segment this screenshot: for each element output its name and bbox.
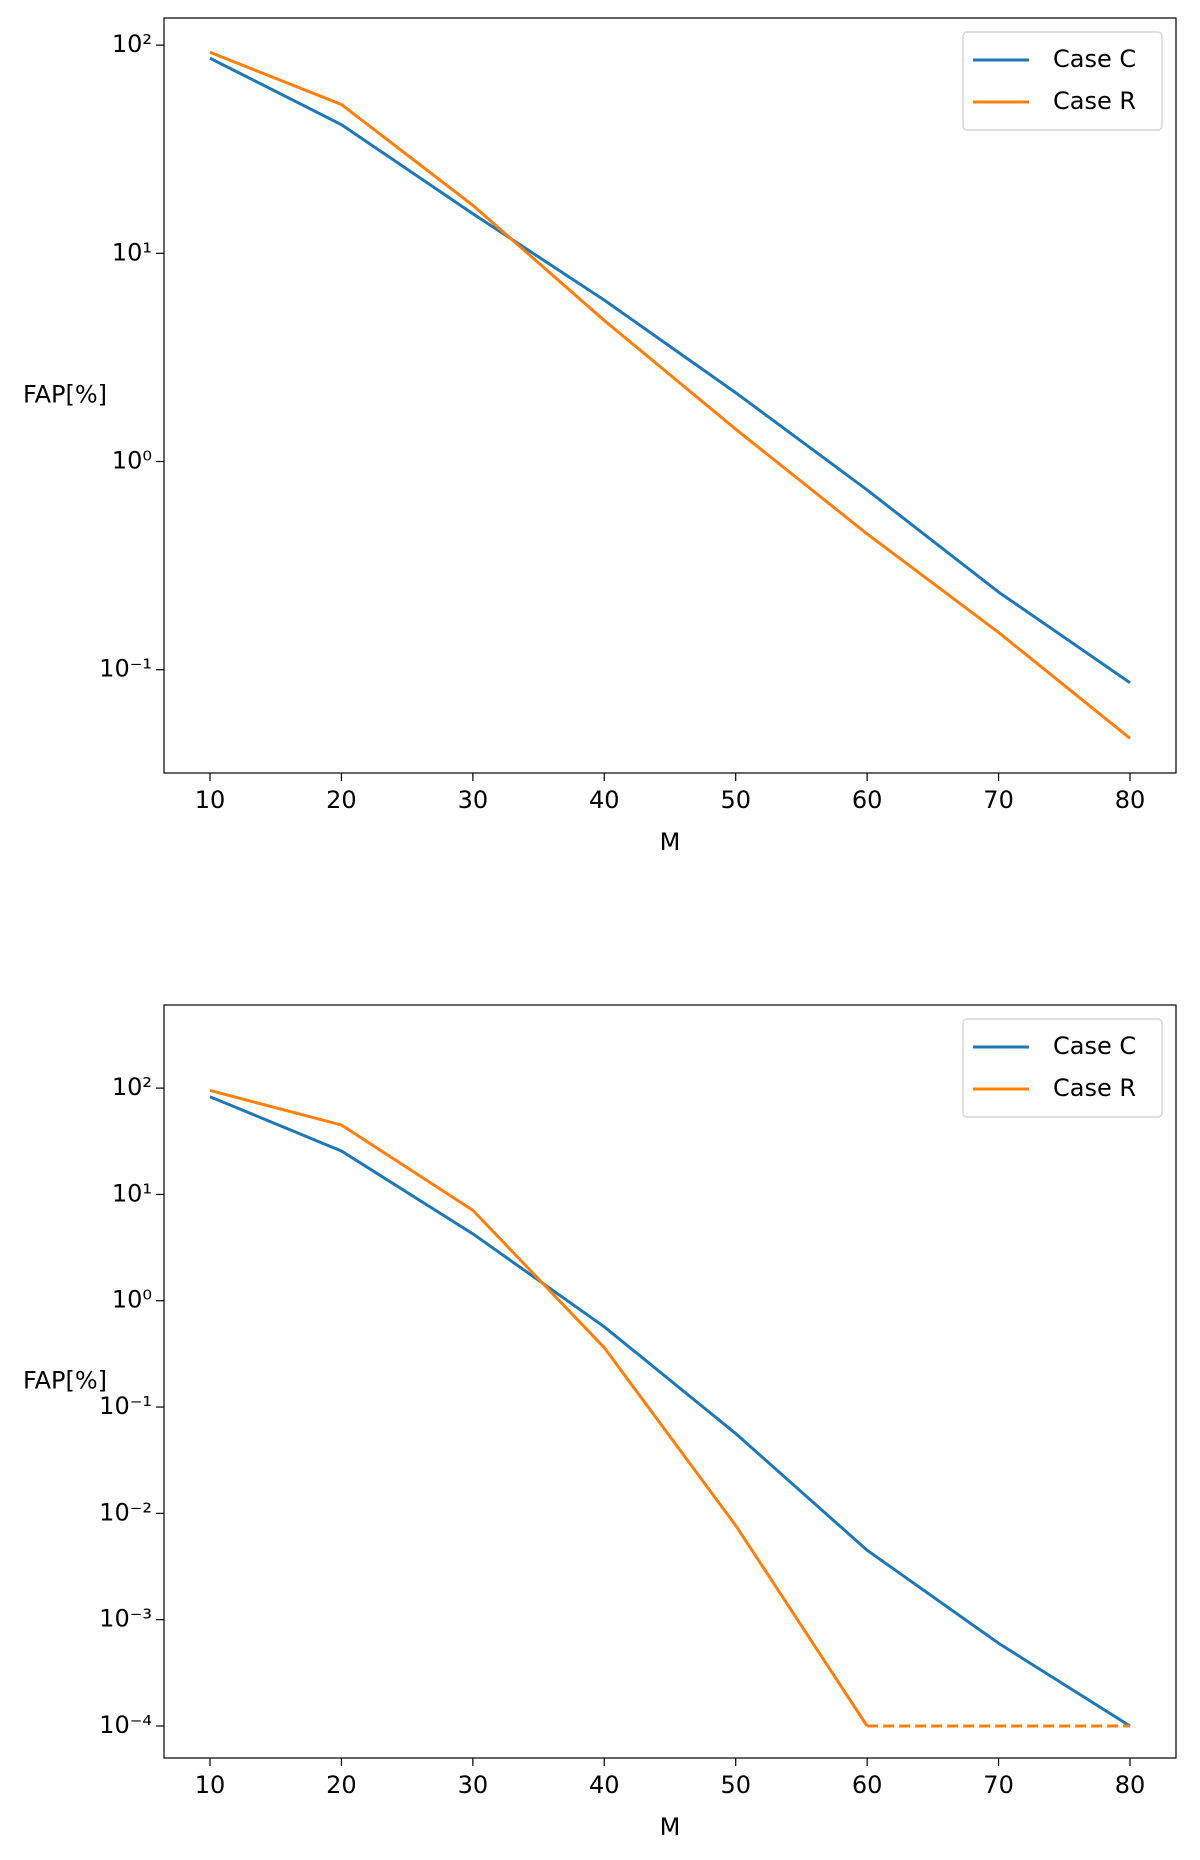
series-line (209, 50, 1131, 740)
x-tick-label: 50 (720, 1771, 751, 1799)
y-axis-label: FAP[%] (23, 1367, 107, 1395)
x-tick-label: 80 (1115, 1771, 1146, 1799)
x-tick-label: 70 (983, 1771, 1014, 1799)
x-tick-label: 50 (720, 786, 751, 814)
legend-label: Case C (1053, 45, 1136, 73)
x-axis-label: M (660, 828, 681, 856)
x-tick-label: 10 (195, 1771, 226, 1799)
legend-box (962, 31, 1163, 131)
plot-frame (163, 17, 1177, 774)
y-tick-label: 10² (112, 30, 152, 58)
y-tick-label: 10⁻³ (99, 1605, 152, 1633)
x-tick-label: 60 (852, 1771, 883, 1799)
plot-frame (163, 1004, 1177, 1759)
series-line (209, 1095, 1131, 1728)
x-tick-label: 20 (326, 1771, 357, 1799)
y-tick-label: 10¹ (112, 238, 152, 266)
x-tick-label: 70 (983, 786, 1014, 814)
y-tick-label: 10⁻¹ (99, 655, 152, 683)
y-tick-label: 10⁻⁴ (99, 1711, 152, 1739)
y-tick-label: 10⁰ (112, 447, 152, 475)
y-tick-label: 10² (112, 1073, 152, 1101)
series-line (209, 1089, 869, 1727)
x-tick-label: 60 (852, 786, 883, 814)
x-axis-label: M (660, 1813, 681, 1841)
y-tick-label: 10⁻¹ (99, 1392, 152, 1420)
x-tick-label: 30 (458, 786, 489, 814)
series-line (209, 56, 1131, 684)
legend-label: Case R (1053, 1074, 1136, 1102)
y-tick-label: 10⁰ (112, 1286, 152, 1314)
y-tick-label: 10¹ (112, 1179, 152, 1207)
x-tick-label: 80 (1115, 786, 1146, 814)
x-tick-label: 10 (195, 786, 226, 814)
legend-label: Case C (1053, 1032, 1136, 1060)
x-tick-label: 20 (326, 786, 357, 814)
y-axis-label: FAP[%] (23, 381, 107, 409)
legend-label: Case R (1053, 87, 1136, 115)
legend-box (962, 1018, 1163, 1118)
x-tick-label: 40 (589, 786, 620, 814)
x-tick-label: 30 (458, 1771, 489, 1799)
x-tick-label: 40 (589, 1771, 620, 1799)
y-tick-label: 10⁻² (99, 1498, 152, 1526)
